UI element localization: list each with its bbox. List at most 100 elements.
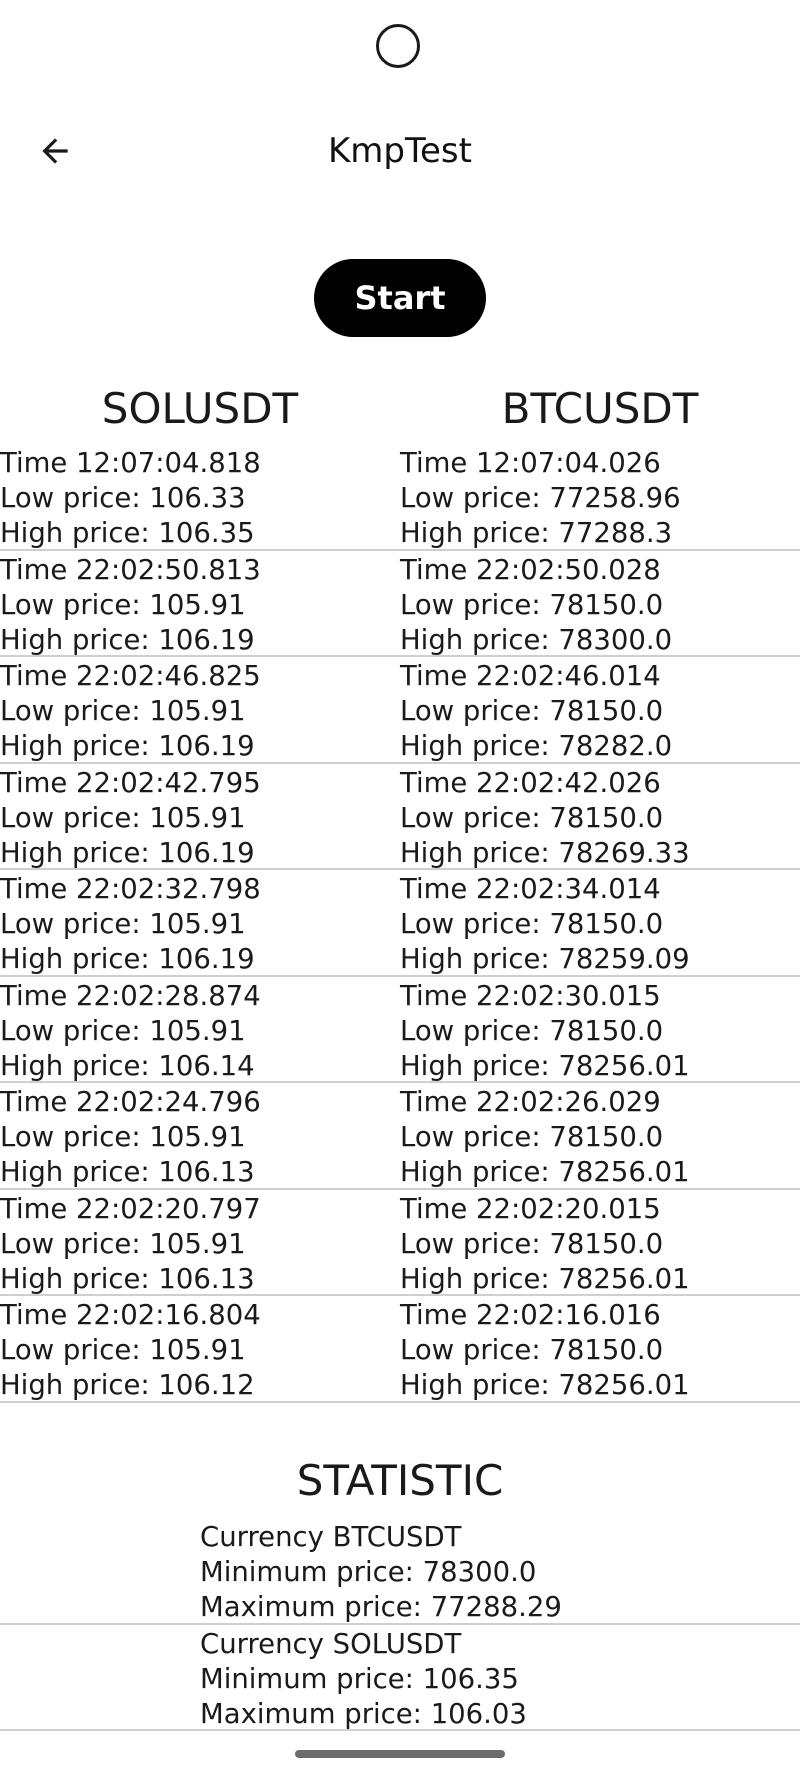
column-header-solusdt: SOLUSDT: [101, 384, 299, 433]
start-button[interactable]: Start: [314, 259, 486, 337]
statistic-cell: Currency BTCUSDT Minimum price: 78300.0 Ma…: [200, 1520, 562, 1625]
low-price-label: Low price: 105.91: [0, 1334, 246, 1366]
solusdt-cell: Time 22:02:20.797 Low price: 105.91 High p…: [0, 1192, 400, 1297]
table-row: Time 22:02:42.795 Low price: 105.91 High p…: [0, 764, 800, 871]
top-app-bar: KmpTest: [0, 110, 800, 192]
time-label: Time 22:02:32.798: [0, 873, 261, 905]
minimum-price-label: Minimum price: 106.35: [200, 1662, 519, 1695]
low-price-label: Low price: 78150.0: [400, 588, 664, 621]
high-price-label: High price: 78282.0: [400, 730, 673, 762]
btcusdt-cell: Time 22:02:16.016 Low price: 78150.0 High …: [400, 1298, 800, 1403]
low-price-label: Low price: 78150.0: [400, 1334, 664, 1366]
low-price-label: Low price: 77258.96: [400, 482, 681, 514]
column-headers: SOLUSDT BTCUSDT: [0, 380, 800, 438]
statistic-title: STATISTIC: [296, 1456, 504, 1505]
time-label: Time 22:02:50.028: [400, 553, 661, 586]
table-row: Time 22:02:46.825 Low price: 105.91 High p…: [0, 657, 800, 764]
low-price-label: Low price: 78150.0: [400, 695, 664, 727]
time-label: Time 12:07:04.026: [400, 447, 661, 479]
high-price-label: High price: 106.35: [0, 517, 255, 549]
table-row: Time 22:02:16.804 Low price: 105.91 High p…: [0, 1296, 800, 1403]
statistic-list: Currency BTCUSDT Minimum price: 78300.0 Ma…: [0, 1518, 800, 1731]
time-label: Time 22:02:16.804: [0, 1299, 261, 1331]
time-label: Time 22:02:46.825: [0, 660, 261, 692]
high-price-label: High price: 106.13: [0, 1156, 255, 1188]
low-price-label: Low price: 78150.0: [400, 1014, 664, 1047]
high-price-label: High price: 106.19: [0, 836, 255, 869]
time-label: Time 12:07:04.818: [0, 447, 261, 479]
price-list[interactable]: Time 12:07:04.818 Low price: 106.33 High p…: [0, 444, 800, 1403]
btcusdt-cell: Time 22:02:46.014 Low price: 78150.0 High …: [400, 659, 800, 764]
arrow-left-icon: [42, 138, 68, 164]
btcusdt-cell: Time 22:02:50.028 Low price: 78150.0 High …: [400, 553, 800, 658]
start-container: Start: [0, 259, 800, 337]
high-price-label: High price: 78259.09: [400, 943, 690, 975]
time-label: Time 22:02:34.014: [400, 873, 661, 905]
low-price-label: Low price: 105.91: [0, 1121, 246, 1153]
btcusdt-cell: Time 22:02:30.015 Low price: 78150.0 High …: [400, 979, 800, 1084]
solusdt-cell: Time 22:02:42.795 Low price: 105.91 High p…: [0, 766, 400, 871]
high-price-label: High price: 78269.33: [400, 836, 690, 869]
high-price-label: High price: 106.19: [0, 730, 255, 762]
low-price-label: Low price: 105.91: [0, 588, 246, 621]
table-row: Time 22:02:20.797 Low price: 105.91 High p…: [0, 1190, 800, 1297]
high-price-label: High price: 77288.3: [400, 517, 673, 549]
table-row: Time 22:02:32.798 Low price: 105.91 High p…: [0, 870, 800, 977]
minimum-price-label: Minimum price: 78300.0: [200, 1556, 537, 1588]
low-price-label: Low price: 78150.0: [400, 908, 664, 940]
solusdt-cell: Time 12:07:04.818 Low price: 106.33 High p…: [0, 446, 400, 551]
maximum-price-label: Maximum price: 77288.29: [200, 1591, 562, 1623]
currency-label: Currency BTCUSDT: [200, 1521, 462, 1553]
solusdt-cell: Time 22:02:50.813 Low price: 105.91 High p…: [0, 553, 400, 658]
time-label: Time 22:02:30.015: [400, 979, 661, 1012]
time-label: Time 22:02:24.796: [0, 1086, 261, 1118]
low-price-label: Low price: 105.91: [0, 908, 246, 940]
low-price-label: Low price: 105.91: [0, 1227, 246, 1260]
solusdt-cell: Time 22:02:46.825 Low price: 105.91 High p…: [0, 659, 400, 764]
high-price-label: High price: 106.14: [0, 1049, 255, 1082]
solusdt-cell: Time 22:02:16.804 Low price: 105.91 High p…: [0, 1298, 400, 1403]
column-header-btcusdt: BTCUSDT: [501, 384, 699, 433]
btcusdt-cell: Time 22:02:42.026 Low price: 78150.0 High …: [400, 766, 800, 871]
high-price-label: High price: 106.19: [0, 623, 255, 656]
low-price-label: Low price: 105.91: [0, 1014, 246, 1047]
time-label: Time 22:02:20.797: [0, 1192, 261, 1225]
home-indicator[interactable]: [295, 1750, 505, 1758]
time-label: Time 22:02:20.015: [400, 1192, 661, 1225]
statistic-row: Currency BTCUSDT Minimum price: 78300.0 Ma…: [0, 1518, 800, 1625]
btcusdt-cell: Time 12:07:04.026 Low price: 77258.96 High…: [400, 446, 800, 551]
solusdt-cell: Time 22:02:24.796 Low price: 105.91 High p…: [0, 1085, 400, 1190]
statistic-cell: Currency SOLUSDT Minimum price: 106.35 Max…: [200, 1627, 527, 1732]
maximum-price-label: Maximum price: 106.03: [200, 1697, 527, 1730]
time-label: Time 22:02:50.813: [0, 553, 261, 586]
table-row: Time 22:02:50.813 Low price: 105.91 High p…: [0, 551, 800, 658]
currency-label: Currency SOLUSDT: [200, 1627, 462, 1660]
time-label: Time 22:02:28.874: [0, 979, 261, 1012]
btcusdt-cell: Time 22:02:34.014 Low price: 78150.0 High …: [400, 872, 800, 977]
solusdt-cell: Time 22:02:28.874 Low price: 105.91 High p…: [0, 979, 400, 1084]
btcusdt-cell: Time 22:02:26.029 Low price: 78150.0 High …: [400, 1085, 800, 1190]
low-price-label: Low price: 78150.0: [400, 801, 664, 834]
time-label: Time 22:02:16.016: [400, 1299, 661, 1331]
time-label: Time 22:02:42.795: [0, 766, 261, 799]
high-price-label: High price: 78256.01: [400, 1369, 690, 1401]
high-price-label: High price: 78256.01: [400, 1049, 690, 1082]
high-price-label: High price: 78256.01: [400, 1156, 690, 1188]
high-price-label: High price: 78256.01: [400, 1262, 690, 1295]
low-price-label: Low price: 78150.0: [400, 1227, 664, 1260]
table-row: Time 22:02:28.874 Low price: 105.91 High p…: [0, 977, 800, 1084]
solusdt-cell: Time 22:02:32.798 Low price: 105.91 High p…: [0, 872, 400, 977]
high-price-label: High price: 106.19: [0, 943, 255, 975]
low-price-label: Low price: 105.91: [0, 801, 246, 834]
statistic-row: Currency SOLUSDT Minimum price: 106.35 Max…: [0, 1625, 800, 1732]
page-title: KmpTest: [328, 131, 472, 171]
high-price-label: High price: 106.12: [0, 1369, 255, 1401]
table-row: Time 12:07:04.818 Low price: 106.33 High p…: [0, 444, 800, 551]
time-label: Time 22:02:42.026: [400, 766, 661, 799]
time-label: Time 22:02:26.029: [400, 1086, 661, 1118]
camera-cutout: [376, 24, 420, 68]
btcusdt-cell: Time 22:02:20.015 Low price: 78150.0 High …: [400, 1192, 800, 1297]
time-label: Time 22:02:46.014: [400, 660, 661, 692]
back-button[interactable]: [30, 126, 80, 176]
